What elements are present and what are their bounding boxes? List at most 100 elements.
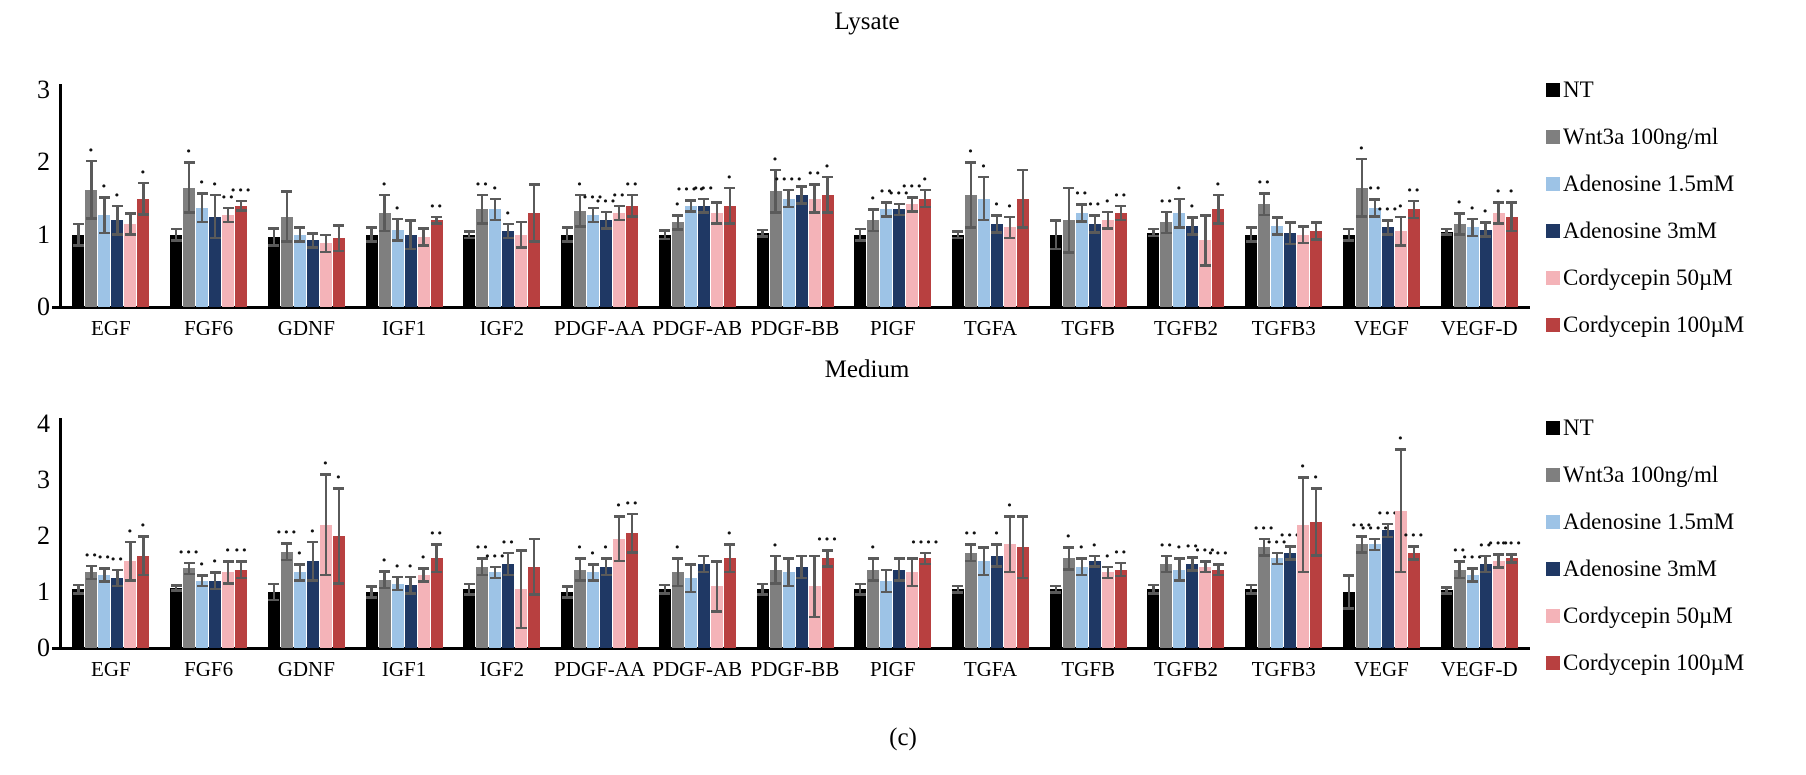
- error-bar-cap-bottom: [952, 236, 964, 240]
- error-bar-cap-top: [724, 543, 736, 546]
- error-bar: [1471, 218, 1474, 237]
- bar: [626, 533, 639, 648]
- error-bar-cap-bottom: [111, 584, 123, 588]
- bar: [1440, 590, 1453, 648]
- error-bar: [630, 194, 634, 217]
- error-bar-cap-top: [809, 183, 820, 186]
- bar: [919, 558, 932, 648]
- error-bar-cap-top: [502, 551, 514, 555]
- bar: [1310, 522, 1323, 648]
- error-bar-cap-top: [1297, 476, 1309, 479]
- significance-stars: •: [1507, 185, 1516, 199]
- error-bar: [1204, 215, 1207, 266]
- error-bar: [142, 182, 145, 215]
- bar: [430, 220, 443, 307]
- bar: [658, 589, 671, 648]
- significance-stars: •: [1188, 200, 1197, 214]
- y-tick-label: 3: [37, 75, 50, 104]
- error-bar-cap-bottom: [783, 205, 794, 209]
- error-bar: [565, 586, 569, 598]
- error-bar: [298, 227, 302, 242]
- error-bar-cap-bottom: [196, 584, 208, 588]
- error-bar: [468, 583, 471, 595]
- significance-stars: •••: [581, 190, 605, 204]
- error-bar-cap-top: [1356, 157, 1368, 161]
- significance-stars: •: [1090, 538, 1099, 552]
- significance-stars: •: [1397, 199, 1405, 213]
- error-bar-cap-bottom: [809, 211, 820, 215]
- error-bar-cap-top: [1408, 199, 1420, 203]
- category-label: TGFB: [1061, 657, 1116, 681]
- error-bar: [1054, 220, 1057, 250]
- error-bar-cap-bottom: [268, 244, 280, 247]
- error-bar-cap-top: [965, 161, 977, 164]
- bar: [977, 561, 990, 648]
- error-bar: [422, 568, 425, 582]
- category-label: VEGF: [1353, 657, 1409, 681]
- significance-stars: •: [1299, 460, 1307, 474]
- significance-stars: •: [1175, 181, 1184, 195]
- error-bar: [435, 216, 438, 224]
- bar: [463, 589, 476, 648]
- bar: [72, 234, 85, 307]
- error-bar: [116, 569, 119, 587]
- bar: [267, 236, 280, 307]
- legend-item: Wnt3a 100ng/ml: [1546, 113, 1744, 160]
- error-bar-cap-bottom: [783, 584, 794, 588]
- error-bar-cap-bottom: [1186, 569, 1198, 572]
- error-bar-cap-top: [1050, 219, 1062, 222]
- error-bar-cap-top: [854, 227, 866, 231]
- error-bar-cap-bottom: [235, 209, 247, 212]
- category-label: IGF1: [381, 316, 427, 340]
- significance-stars: •: [1358, 141, 1366, 155]
- figure-caption: (c): [889, 724, 917, 751]
- bar: [378, 212, 391, 307]
- error-bar-cap-top: [124, 540, 136, 544]
- error-bar-cap-bottom: [392, 588, 404, 592]
- bar: [990, 555, 1003, 648]
- error-bar: [396, 576, 399, 591]
- error-bar-cap-top: [672, 214, 684, 217]
- error-bar-cap-top: [463, 230, 475, 233]
- error-bar-cap-bottom: [1395, 570, 1407, 574]
- error-bar-cap-top: [919, 551, 931, 555]
- error-bar-cap-bottom: [672, 228, 684, 231]
- panel-title-lysate: Lysate: [834, 8, 900, 35]
- error-bar-cap-bottom: [978, 218, 990, 222]
- error-bar-cap-top: [906, 557, 918, 560]
- error-bar-cap-top: [613, 204, 625, 208]
- error-bar: [995, 215, 999, 233]
- bar: [919, 198, 932, 307]
- error-bar-cap-top: [1441, 585, 1453, 589]
- error-bar-cap-bottom: [1173, 225, 1185, 229]
- error-bar-cap-bottom: [1343, 607, 1355, 610]
- significance-stars: ••: [500, 535, 516, 549]
- error-bar-cap-top: [333, 487, 345, 490]
- error-bar-cap-bottom: [72, 244, 84, 247]
- error-bar: [1191, 217, 1194, 235]
- significance-stars: ••: [1367, 182, 1383, 196]
- bar: [613, 538, 626, 648]
- error-bar-cap-bottom: [515, 246, 527, 249]
- error-bar-cap-top: [1271, 216, 1283, 219]
- error-bar-cap-top: [561, 585, 573, 588]
- error-bar-cap-top: [600, 557, 612, 560]
- error-bar-cap-bottom: [822, 565, 833, 568]
- significance-stars: ••: [109, 552, 125, 566]
- error-bar-cap-top: [561, 226, 573, 230]
- bar: [528, 566, 541, 648]
- significance-stars: •: [1468, 201, 1477, 215]
- error-bar-cap-bottom: [672, 584, 684, 588]
- error-bar-cap-top: [1063, 546, 1075, 549]
- error-bar-cap-top: [952, 230, 964, 233]
- error-bar-cap-top: [1199, 560, 1211, 563]
- error-bar-cap-bottom: [965, 559, 977, 563]
- bar: [1394, 510, 1407, 648]
- error-bar-cap-bottom: [867, 229, 879, 233]
- error-bar: [1080, 558, 1083, 576]
- bar: [332, 536, 345, 648]
- significance-stars: •: [491, 181, 500, 195]
- error-bar-cap-top: [711, 201, 723, 204]
- error-bar-cap-top: [587, 206, 599, 210]
- significance-stars: •: [380, 554, 389, 568]
